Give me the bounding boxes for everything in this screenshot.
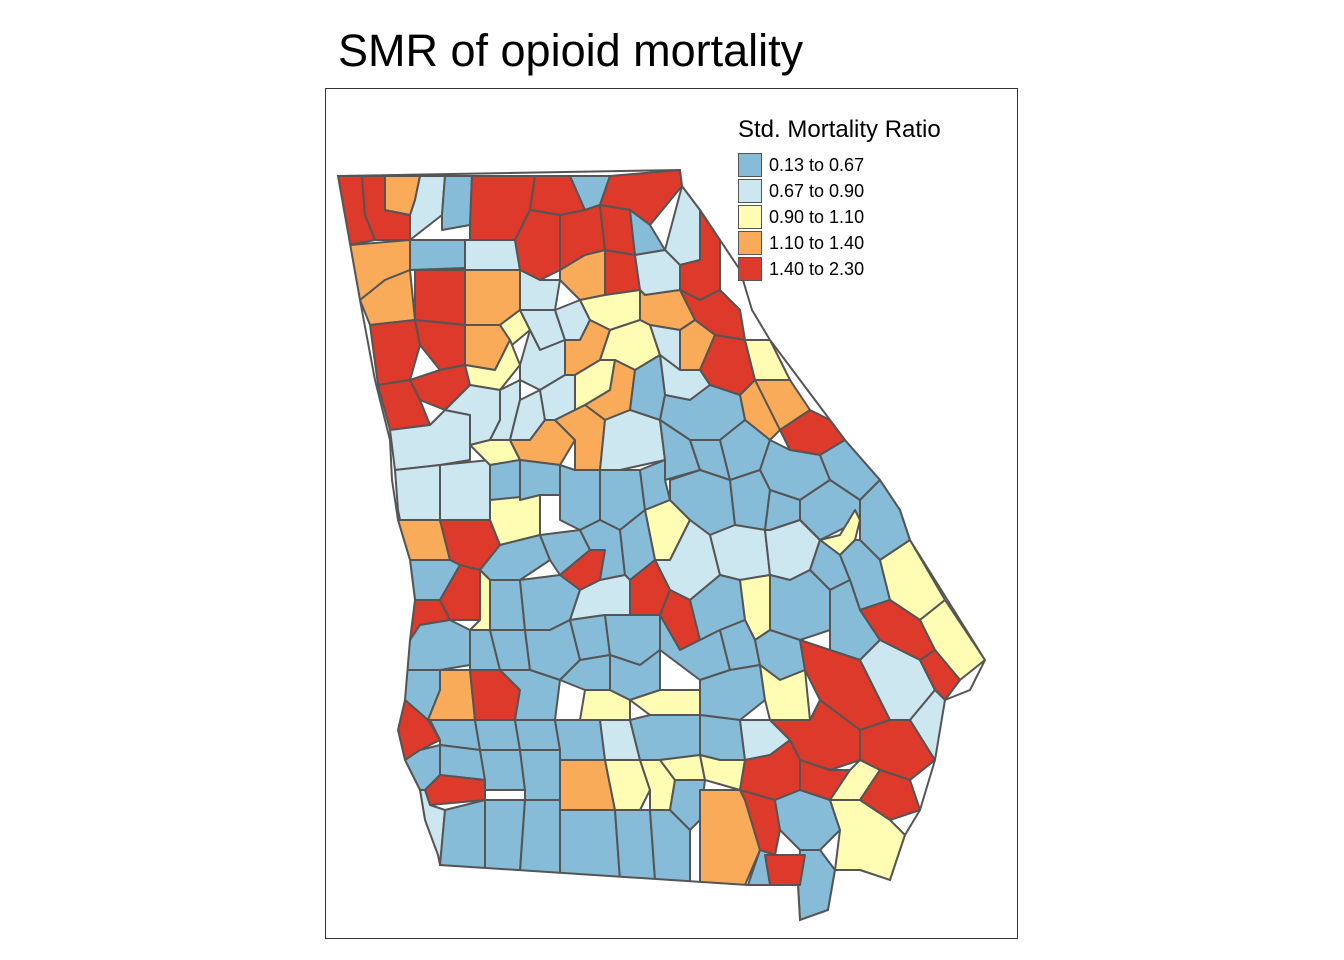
- county: [699, 754, 746, 791]
- legend-label: 0.13 to 0.67: [769, 154, 865, 175]
- county: [464, 239, 521, 271]
- county: [479, 749, 526, 791]
- county-polygons: [338, 170, 985, 920]
- map-frame: [325, 88, 1018, 939]
- county: [604, 759, 651, 811]
- county: [649, 809, 691, 883]
- legend-label: 0.67 to 0.90: [769, 180, 865, 201]
- legend-swatch: [738, 257, 762, 281]
- county: [709, 524, 771, 581]
- legend-item: 0.13 to 0.67: [738, 152, 941, 178]
- county: [409, 239, 466, 271]
- legend-item: 0.90 to 1.10: [738, 204, 941, 230]
- county: [514, 719, 561, 751]
- legend-item: 1.40 to 2.30: [738, 256, 941, 282]
- legend-item: 1.10 to 1.40: [738, 230, 941, 256]
- county: [919, 599, 985, 681]
- county: [599, 409, 666, 471]
- county: [639, 459, 671, 511]
- county: [439, 799, 486, 871]
- county: [369, 319, 421, 386]
- legend-label: 1.40 to 2.30: [769, 258, 865, 279]
- legend-item: 0.67 to 0.90: [738, 178, 941, 204]
- county: [579, 689, 631, 721]
- legend-title: Std. Mortality Ratio: [738, 116, 941, 143]
- county: [489, 459, 521, 501]
- county: [859, 769, 921, 821]
- county: [629, 714, 701, 761]
- county: [774, 789, 841, 851]
- county: [474, 719, 521, 751]
- map-title: SMR of opioid mortality: [338, 25, 804, 76]
- county: [414, 269, 466, 326]
- county: [359, 269, 416, 326]
- state-outline: [336, 168, 987, 922]
- county: [377, 379, 431, 431]
- county: [769, 569, 831, 641]
- legend-swatch: [738, 205, 762, 229]
- legend-swatch: [738, 231, 762, 255]
- county: [519, 269, 561, 311]
- county: [519, 799, 561, 876]
- county: [764, 854, 806, 886]
- county: [699, 714, 746, 761]
- county: [614, 809, 656, 881]
- county: [559, 809, 621, 881]
- legend-swatch: [738, 153, 762, 177]
- county: [439, 459, 491, 521]
- county: [699, 664, 766, 721]
- county: [519, 749, 561, 801]
- legend-label: 0.90 to 1.10: [769, 206, 865, 227]
- county: [414, 319, 466, 371]
- county: [729, 469, 771, 531]
- county: [499, 309, 531, 346]
- county: [919, 649, 961, 701]
- legend-label: 1.10 to 1.40: [769, 232, 865, 253]
- county: [519, 459, 561, 501]
- county: [484, 799, 526, 871]
- county: [441, 175, 473, 231]
- legend: Std. Mortality Ratio 0.13 to 0.67 0.67 t…: [738, 118, 941, 282]
- county: [394, 464, 441, 521]
- county: [554, 719, 606, 761]
- legend-swatch: [738, 179, 762, 203]
- county: [559, 464, 601, 531]
